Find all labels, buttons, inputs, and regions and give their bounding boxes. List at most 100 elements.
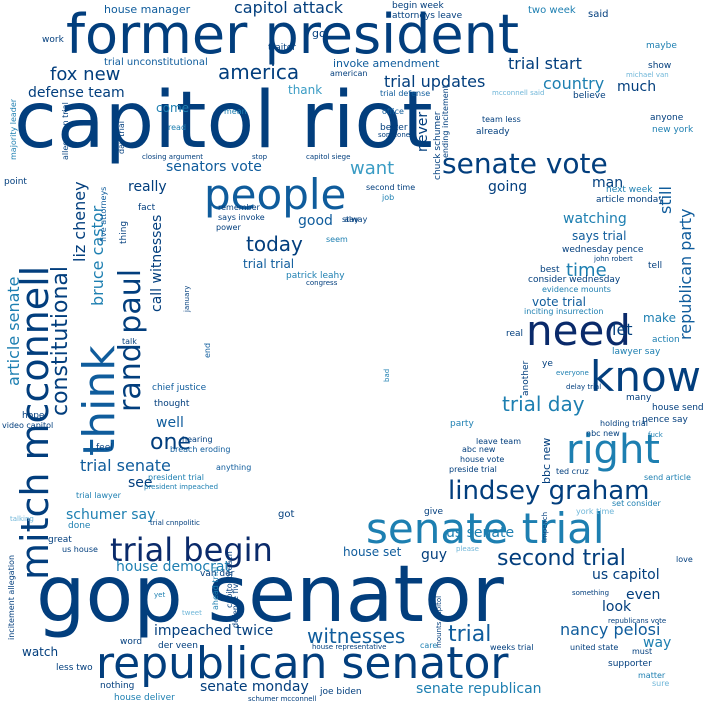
word: schumer say [66, 507, 156, 523]
word: everyone [556, 369, 589, 377]
word: supporter [608, 659, 652, 669]
word: trial [448, 622, 492, 647]
word: call witnesses [149, 214, 165, 312]
word: got [278, 509, 295, 520]
word: going [488, 179, 528, 195]
word: incitement allegation [7, 554, 16, 640]
word: people [204, 170, 347, 219]
word: witnesses [307, 624, 406, 648]
word: better [380, 123, 408, 133]
word: hearing [182, 435, 213, 444]
word: trial start [508, 54, 582, 73]
word: house representative [312, 643, 387, 651]
word: consider wednesday [528, 275, 621, 285]
word: invoke amendment [333, 57, 440, 70]
word: united state [570, 643, 619, 652]
word: schumer mcconnell [248, 695, 317, 703]
word: mean [224, 107, 247, 116]
word: senators vote [166, 159, 262, 175]
word: us capitol [592, 567, 660, 583]
word: article monday [596, 195, 664, 205]
word: allegation trial [61, 102, 70, 160]
word: abc new [462, 445, 496, 454]
word: bad [383, 368, 391, 382]
word: fuck [648, 431, 663, 439]
word: maybe [646, 41, 677, 51]
word: trial updates [384, 72, 486, 91]
word: ted cruz [556, 467, 589, 476]
word: liz cheney [70, 181, 89, 262]
word: article senate [4, 276, 23, 386]
word: send article [644, 473, 691, 482]
word: president trial [148, 473, 205, 482]
word: time [566, 260, 607, 281]
word: vote trial [532, 295, 587, 309]
word: impeach [541, 511, 549, 542]
word: trial cnnpolitic [150, 519, 200, 527]
word: great [48, 535, 72, 545]
word: give [424, 507, 444, 517]
word: right [566, 427, 660, 473]
word: sure [652, 679, 670, 688]
word: go [312, 27, 326, 40]
word: thought [154, 399, 190, 409]
word: republicans vote [608, 617, 667, 625]
word: alway [344, 215, 368, 224]
word: come [156, 101, 190, 115]
word: wednesday pence [562, 245, 644, 255]
word: fox new [50, 64, 121, 85]
word: house democrat [116, 559, 230, 575]
word: house set [343, 545, 402, 559]
word: weeks trial [490, 643, 534, 652]
word: love [676, 555, 693, 564]
word: lawyer say [612, 347, 661, 357]
word: pence say [642, 415, 688, 425]
word: defense team [28, 85, 125, 101]
word: joe biden [320, 687, 362, 697]
word: watch [22, 645, 59, 659]
word: never [415, 111, 431, 152]
word: care [420, 641, 438, 650]
word: ye [542, 359, 553, 369]
word: seem [326, 235, 348, 244]
word: way [643, 635, 672, 651]
word: senate vote [442, 147, 608, 180]
word: video capitol [2, 421, 54, 430]
word: capitol breach [225, 551, 234, 608]
word: power [216, 223, 241, 232]
word: action [652, 335, 680, 345]
word: need [526, 306, 631, 355]
word: chief justice [152, 383, 207, 393]
word: job [382, 193, 395, 202]
word: read [168, 123, 187, 132]
word: watching [563, 211, 627, 227]
word: capitol attack [234, 0, 344, 17]
word: congress [306, 279, 338, 287]
word: end [203, 342, 212, 358]
word: mounts capitol [435, 595, 443, 648]
word: van der [200, 569, 235, 579]
word: talking [10, 515, 34, 523]
word: done [68, 521, 91, 531]
word: trial senate [80, 456, 171, 475]
word: evidence mounts [542, 285, 611, 294]
word: der veen [158, 641, 198, 651]
word: stop [252, 153, 268, 161]
word: nbc new [586, 429, 620, 438]
word: believe [573, 91, 606, 101]
word: nancy pelosi [560, 620, 661, 639]
word: house manager [104, 3, 191, 16]
word: leave team [476, 437, 521, 446]
word: preside trial [449, 465, 497, 474]
word: see [128, 475, 153, 491]
word: party [450, 419, 474, 429]
word: begin week [392, 1, 444, 11]
word: ending incitement [441, 85, 450, 158]
word: nothing [100, 681, 135, 691]
word: matter [638, 671, 666, 680]
word: says invoke [218, 213, 265, 222]
word: says trial [572, 229, 627, 243]
word: point [4, 177, 27, 187]
word: trial day [502, 392, 585, 416]
word: someone [378, 131, 411, 139]
